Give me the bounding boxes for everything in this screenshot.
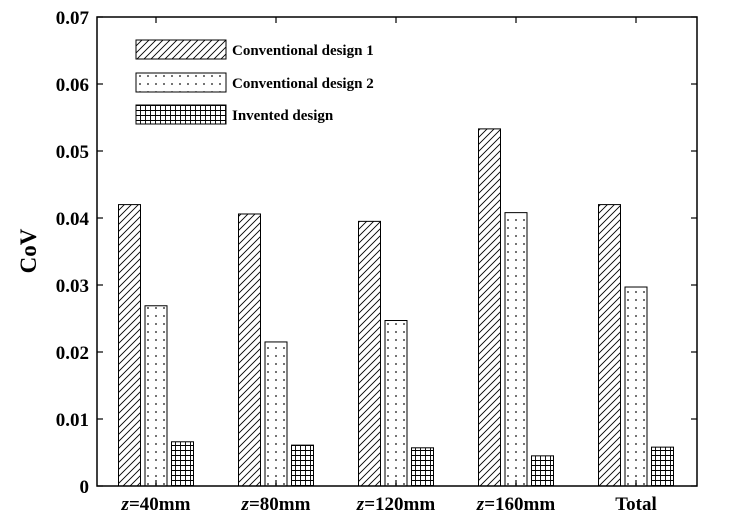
x-tick-label-value: =40mm — [129, 494, 191, 515]
bar-1 — [478, 128, 501, 487]
x-tick-label-variable: z — [241, 494, 250, 515]
bar-1 — [118, 204, 141, 487]
x-tick-label: z=120mm — [356, 494, 436, 515]
x-tick-label-value: =160mm — [484, 494, 555, 515]
y-tick-label: 0.01 — [56, 410, 89, 431]
bar-1 — [598, 204, 621, 487]
bar-3 — [531, 455, 554, 487]
y-tick-label: 0.04 — [56, 209, 90, 230]
x-tick-label: z=80mm — [241, 494, 311, 515]
x-tick-label-variable: z — [476, 494, 485, 515]
y-axis: 0 0.01 0.02 0.03 0.04 0.05 0.06 0.07 — [56, 8, 697, 498]
bar-2 — [144, 305, 168, 487]
x-tick-label-value: Total — [615, 494, 657, 515]
x-axis: z=40mm z=80mm z=120mm z=160mm Total — [121, 17, 657, 515]
x-tick-label: z=160mm — [476, 494, 556, 515]
y-tick-label: 0 — [80, 477, 90, 498]
legend-swatch — [135, 104, 227, 125]
y-tick-label: 0.03 — [56, 276, 89, 297]
legend-label: Invented design — [232, 108, 334, 124]
plot-frame — [96, 16, 698, 487]
legend-label: Conventional design 1 — [232, 43, 374, 59]
x-tick-label-variable: z — [356, 494, 365, 515]
bar-3 — [411, 447, 434, 487]
bar-2 — [624, 286, 648, 487]
y-tick-label: 0.07 — [56, 8, 90, 29]
legend: Conventional design 1 Conventional design… — [135, 39, 374, 125]
bar-1 — [238, 213, 261, 487]
bar-1 — [358, 220, 381, 487]
y-tick-label: 0.06 — [56, 75, 89, 96]
bar-3 — [291, 444, 314, 487]
x-tick-label: Total — [615, 494, 657, 515]
legend-label: Conventional design 2 — [232, 76, 374, 92]
bars-layer — [118, 128, 674, 487]
y-tick-label: 0.05 — [56, 142, 89, 163]
bar-3 — [171, 441, 194, 487]
x-tick-label-value: =80mm — [249, 494, 311, 515]
legend-swatch — [135, 39, 227, 60]
bar-2 — [504, 212, 528, 487]
bar-3 — [651, 446, 674, 487]
legend-swatch — [135, 72, 227, 93]
x-tick-label-variable: z — [121, 494, 130, 515]
x-tick-label: z=40mm — [121, 494, 191, 515]
y-tick-label: 0.02 — [56, 343, 89, 364]
bar-2 — [264, 341, 288, 487]
y-axis-label: CoV — [16, 228, 41, 273]
x-tick-label-value: =120mm — [364, 494, 435, 515]
bar-2 — [384, 320, 408, 487]
